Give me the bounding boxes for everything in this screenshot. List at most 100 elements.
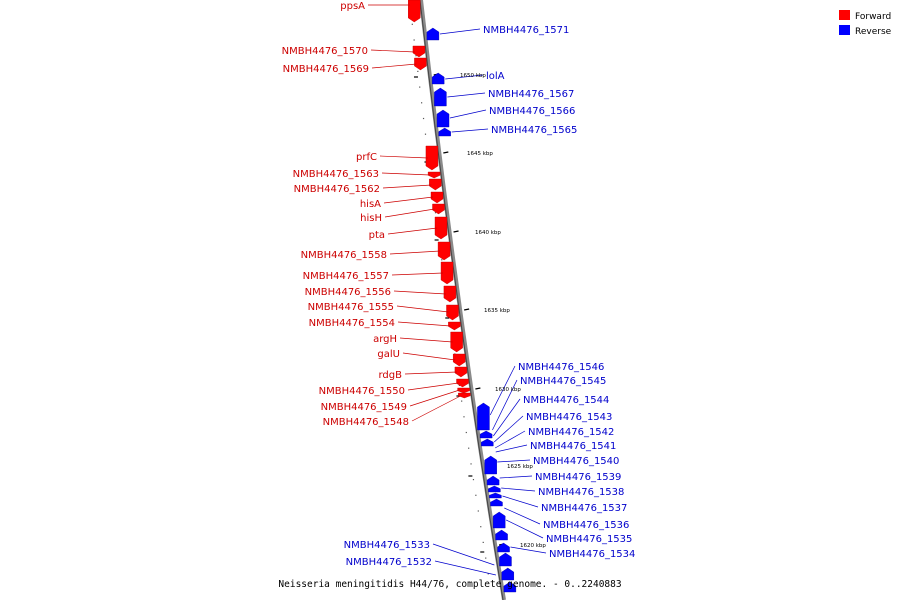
forward-gene-label: NMBH4476_1548 — [323, 417, 409, 428]
forward-gene — [457, 387, 470, 394]
forward-gene-label: NMBH4476_1554 — [309, 318, 395, 329]
label-leader — [393, 290, 446, 295]
label-leader — [495, 444, 528, 453]
ruler-dot — [421, 102, 423, 104]
tick-label: 1620 kbp — [520, 543, 546, 549]
label-leader — [510, 546, 547, 554]
forward-gene-label: NMBH4476_1569 — [283, 64, 369, 75]
genome-backbone — [419, 0, 506, 600]
forward-gene-label: NMBH4476_1549 — [321, 402, 407, 413]
reverse-gene-label: NMBH4476_1533 — [344, 540, 430, 551]
label-leader — [451, 128, 489, 133]
label-leader — [387, 227, 438, 235]
major-tick — [443, 151, 449, 154]
label-leader — [499, 475, 533, 479]
reverse-gene-label: NMBH4476_1539 — [535, 472, 621, 483]
forward-gene-label: argH — [373, 334, 397, 345]
reverse-gene-label: NMBH4476_1532 — [346, 557, 432, 568]
label-leader — [432, 543, 495, 566]
reverse-gene-label: NMBH4476_1537 — [541, 503, 627, 514]
ruler-dot — [422, 117, 425, 120]
ruler-dot — [477, 510, 479, 512]
label-leader — [501, 487, 536, 492]
label-leader — [389, 250, 441, 255]
forward-gene-label: NMBH4476_1562 — [294, 184, 380, 195]
forward-gene-label: NMBH4476_1570 — [282, 46, 368, 57]
tick-label: 1635 kbp — [484, 308, 510, 314]
forward-gene-label: hisA — [360, 199, 381, 210]
legend-reverse-label: Reverse — [855, 27, 892, 37]
label-leader — [497, 459, 531, 463]
label-leader — [371, 63, 417, 69]
ruler-dot — [465, 431, 467, 434]
reverse-gene-label: NMBH4476_1542 — [528, 427, 614, 438]
label-leader — [381, 172, 431, 176]
forward-gene — [450, 331, 463, 353]
label-leader — [391, 272, 444, 276]
reverse-gene — [479, 430, 493, 439]
label-leader — [493, 415, 524, 443]
label-leader — [404, 371, 457, 375]
forward-gene-label: NMBH4476_1557 — [303, 271, 389, 282]
genome-caption: Neisseria meningitidis H44/76, complete … — [278, 579, 621, 590]
forward-gene — [425, 145, 439, 171]
forward-gene-label: NMBH4476_1563 — [293, 169, 379, 180]
reverse-gene — [484, 455, 497, 475]
major-tick — [475, 387, 481, 390]
ruler-dot — [458, 384, 460, 386]
forward-gene-label: NMBH4476_1556 — [305, 287, 391, 298]
forward-gene — [437, 241, 451, 261]
label-leader — [396, 305, 449, 313]
forward-gene — [408, 0, 421, 23]
forward-gene-label: rdgB — [379, 370, 403, 381]
ruler-dot — [424, 133, 427, 135]
ruler-dot — [470, 463, 472, 465]
tick-label: 1625 kbp — [507, 464, 533, 470]
reverse-gene-label: NMBH4476_1546 — [518, 362, 604, 373]
reverse-gene-label: NMBH4476_1536 — [543, 520, 629, 531]
reverse-gene — [431, 72, 445, 85]
reverse-gene-label: NMBH4476_1544 — [523, 395, 609, 406]
label-leader — [492, 379, 518, 431]
reverse-gene — [438, 127, 451, 137]
label-leader — [489, 365, 516, 416]
gene-labels: ppsA NMBH4476_1570 NMBH4476_1569 prfC NMBH44… — [282, 1, 635, 576]
reverse-gene-label: NMBH4476_1567 — [488, 89, 574, 100]
ruler-dot — [468, 447, 470, 449]
legend-reverse-swatch — [839, 25, 850, 35]
reverse-gene-label: NMBH4476_1535 — [546, 534, 632, 545]
ruler-dot — [434, 212, 437, 214]
reverse-gene-label: NMBH4476_1545 — [520, 376, 606, 387]
forward-gene — [430, 191, 444, 204]
reverse-gene-label: NMBH4476_1540 — [533, 456, 619, 467]
tick-label: 1630 kbp — [495, 387, 521, 393]
label-leader — [370, 49, 416, 53]
label-leader — [434, 560, 497, 576]
forward-gene — [440, 261, 454, 285]
tick-label: 1645 kbp — [467, 151, 493, 157]
forward-gene — [412, 45, 426, 58]
label-leader — [504, 507, 541, 525]
reverse-gene — [501, 567, 514, 581]
reverse-gene-label: NMBH4476_1543 — [526, 412, 612, 423]
legend-forward-label: Forward — [855, 12, 891, 22]
label-leader — [402, 352, 456, 361]
reverse-gene — [426, 27, 440, 41]
ruler-dot — [475, 494, 477, 496]
forward-gene — [429, 178, 442, 191]
ruler-dot — [413, 39, 415, 41]
forward-gene-label: NMBH4476_1555 — [308, 302, 394, 313]
forward-gene — [446, 304, 459, 321]
tick-label: 1640 kbp — [475, 230, 501, 236]
reverse-gene-label: NMBH4476_1541 — [530, 441, 616, 452]
label-leader — [502, 495, 539, 508]
label-leader — [411, 395, 461, 422]
reverse-gene-label: NMBH4476_1571 — [483, 25, 569, 36]
reverse-gene — [497, 542, 510, 553]
reverse-gene — [486, 475, 500, 486]
major-tick — [464, 308, 470, 311]
label-leader — [379, 155, 428, 159]
forward-gene — [434, 216, 448, 240]
reverse-gene-label: lolA — [486, 71, 505, 82]
